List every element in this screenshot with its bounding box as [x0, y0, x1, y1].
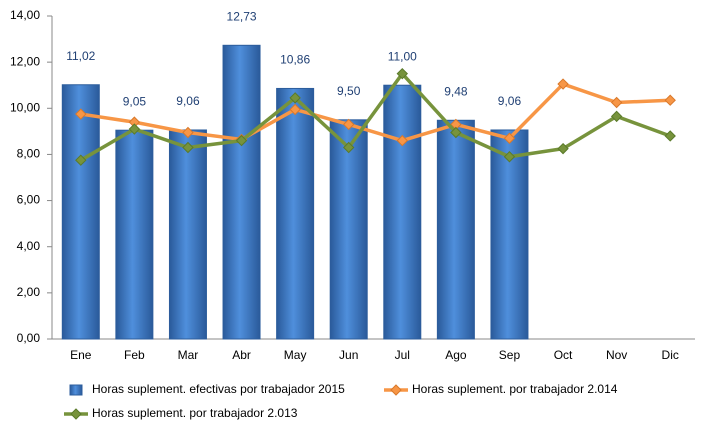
marker — [664, 94, 676, 106]
marker — [503, 132, 516, 144]
legend-swatch — [69, 384, 83, 396]
y-tick-label: 14,00 — [10, 8, 40, 22]
data-label: 12,73 — [227, 9, 257, 23]
x-tick-label: Dic — [662, 348, 679, 362]
data-label: 9,05 — [123, 94, 147, 108]
marker — [343, 141, 355, 154]
data-label: 9,06 — [176, 94, 200, 108]
legend-label: Horas suplement. por trabajador 2.014 — [412, 382, 618, 396]
x-tick-label: Jul — [395, 348, 410, 362]
x-tick-label: Ene — [70, 348, 92, 362]
data-label: 9,06 — [498, 94, 522, 108]
x-tick-label: Oct — [554, 348, 573, 362]
x-tick-label: Nov — [606, 348, 627, 362]
marker — [557, 78, 569, 90]
bar — [222, 44, 261, 340]
marker — [289, 103, 301, 116]
bar — [490, 129, 529, 340]
bar — [436, 119, 475, 340]
data-label: 11,02 — [66, 49, 95, 63]
y-tick-label: 8,00 — [17, 147, 41, 161]
y-tick-label: 10,00 — [10, 100, 40, 114]
marker — [610, 96, 623, 109]
legend-label: Horas suplement. efectivas por trabajado… — [92, 382, 345, 396]
x-tick-label: Jun — [339, 348, 358, 362]
marker — [450, 126, 462, 139]
legend-marker — [390, 384, 402, 396]
data-label: 10,86 — [280, 53, 310, 67]
marker — [503, 151, 516, 163]
marker — [128, 123, 141, 135]
marker — [343, 118, 355, 131]
marker — [235, 134, 248, 147]
x-tick-label: Ago — [445, 348, 467, 362]
marker — [289, 92, 301, 104]
data-label: 11,00 — [388, 49, 417, 63]
marker — [75, 108, 87, 120]
legend-marker — [70, 408, 82, 420]
marker — [664, 130, 676, 142]
data-label: 9,48 — [444, 84, 468, 98]
x-tick-label: Mar — [178, 348, 199, 362]
marker — [396, 134, 408, 147]
bar — [61, 84, 100, 340]
line — [79, 71, 671, 162]
legend-label: Horas suplement. por trabajador 2.013 — [92, 406, 298, 420]
line — [80, 82, 671, 143]
marker — [182, 126, 194, 139]
bar — [276, 87, 315, 340]
bar — [168, 129, 207, 340]
y-tick-label: 4,00 — [17, 239, 41, 253]
marker — [182, 141, 194, 154]
marker — [557, 142, 569, 155]
data-label: 9,50 — [337, 84, 361, 98]
marker — [610, 110, 623, 123]
y-tick-label: 12,00 — [10, 54, 40, 68]
y-tick-label: 6,00 — [17, 193, 41, 207]
x-tick-label: Sep — [499, 348, 521, 362]
bar — [115, 129, 154, 340]
x-tick-label: Feb — [124, 348, 145, 362]
marker — [396, 67, 408, 80]
y-tick-label: 0,00 — [17, 331, 41, 345]
marker — [75, 154, 87, 166]
bar — [383, 84, 422, 340]
y-tick-label: 2,00 — [17, 285, 41, 299]
x-tick-label: May — [284, 348, 307, 362]
x-tick-label: Abr — [232, 348, 251, 362]
